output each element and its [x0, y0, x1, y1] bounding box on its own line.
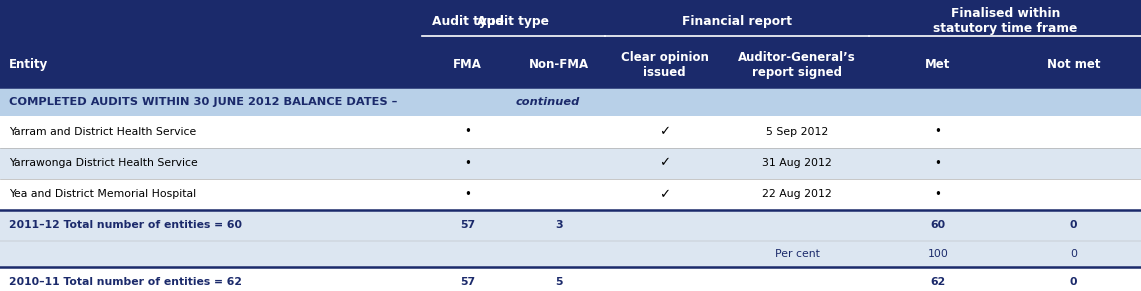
Text: Clear opinion
issued: Clear opinion issued — [621, 51, 709, 79]
Text: 22 Aug 2012: 22 Aug 2012 — [762, 189, 832, 199]
Text: Finalised within
statutory time frame: Finalised within statutory time frame — [933, 7, 1077, 35]
Text: 31 Aug 2012: 31 Aug 2012 — [762, 158, 832, 168]
Text: Entity: Entity — [9, 58, 48, 71]
Text: 5: 5 — [556, 277, 563, 287]
Text: 2010–11 Total number of entities = 62: 2010–11 Total number of entities = 62 — [9, 277, 242, 287]
Text: Auditor-General’s
report signed: Auditor-General’s report signed — [738, 51, 856, 79]
Text: Financial report: Financial report — [682, 15, 792, 28]
Text: ✓: ✓ — [659, 157, 670, 170]
Text: ✓: ✓ — [659, 125, 670, 139]
Bar — [0, 116, 1141, 148]
Text: •: • — [934, 125, 941, 139]
Bar — [0, 87, 1141, 116]
Text: ✓: ✓ — [659, 188, 670, 201]
Bar — [0, 267, 1141, 291]
Text: 2011–12 Total number of entities = 60: 2011–12 Total number of entities = 60 — [9, 220, 242, 230]
Text: Non-FMA: Non-FMA — [529, 58, 589, 71]
Text: Per cent: Per cent — [775, 249, 819, 259]
Text: 100: 100 — [928, 249, 948, 259]
Text: Yarram and District Health Service: Yarram and District Health Service — [9, 127, 196, 137]
Text: Audit type: Audit type — [431, 15, 504, 28]
Text: 62: 62 — [930, 277, 946, 287]
Text: Not met: Not met — [1047, 58, 1100, 71]
Text: 0: 0 — [1070, 220, 1077, 230]
Text: 0: 0 — [1070, 249, 1077, 259]
Bar — [0, 148, 1141, 179]
Text: COMPLETED AUDITS WITHIN 30 JUNE 2012 BALANCE DATES –: COMPLETED AUDITS WITHIN 30 JUNE 2012 BAL… — [9, 97, 402, 107]
Text: FMA: FMA — [453, 58, 483, 71]
Text: 57: 57 — [460, 277, 476, 287]
Bar — [0, 241, 1141, 267]
Text: continued: continued — [516, 97, 580, 107]
Text: 60: 60 — [930, 220, 946, 230]
Text: •: • — [934, 188, 941, 201]
Text: •: • — [464, 125, 471, 139]
Text: 57: 57 — [460, 220, 476, 230]
Text: •: • — [934, 157, 941, 170]
Bar — [0, 179, 1141, 210]
Text: 5 Sep 2012: 5 Sep 2012 — [766, 127, 828, 137]
Text: •: • — [464, 157, 471, 170]
Text: Yea and District Memorial Hospital: Yea and District Memorial Hospital — [9, 189, 196, 199]
Bar — [0, 0, 1141, 87]
Text: Audit type: Audit type — [477, 15, 550, 28]
Text: Yarrawonga District Health Service: Yarrawonga District Health Service — [9, 158, 197, 168]
Text: Met: Met — [925, 58, 950, 71]
Text: •: • — [464, 188, 471, 201]
Bar — [0, 210, 1141, 241]
Text: 3: 3 — [556, 220, 563, 230]
Text: 0: 0 — [1070, 277, 1077, 287]
